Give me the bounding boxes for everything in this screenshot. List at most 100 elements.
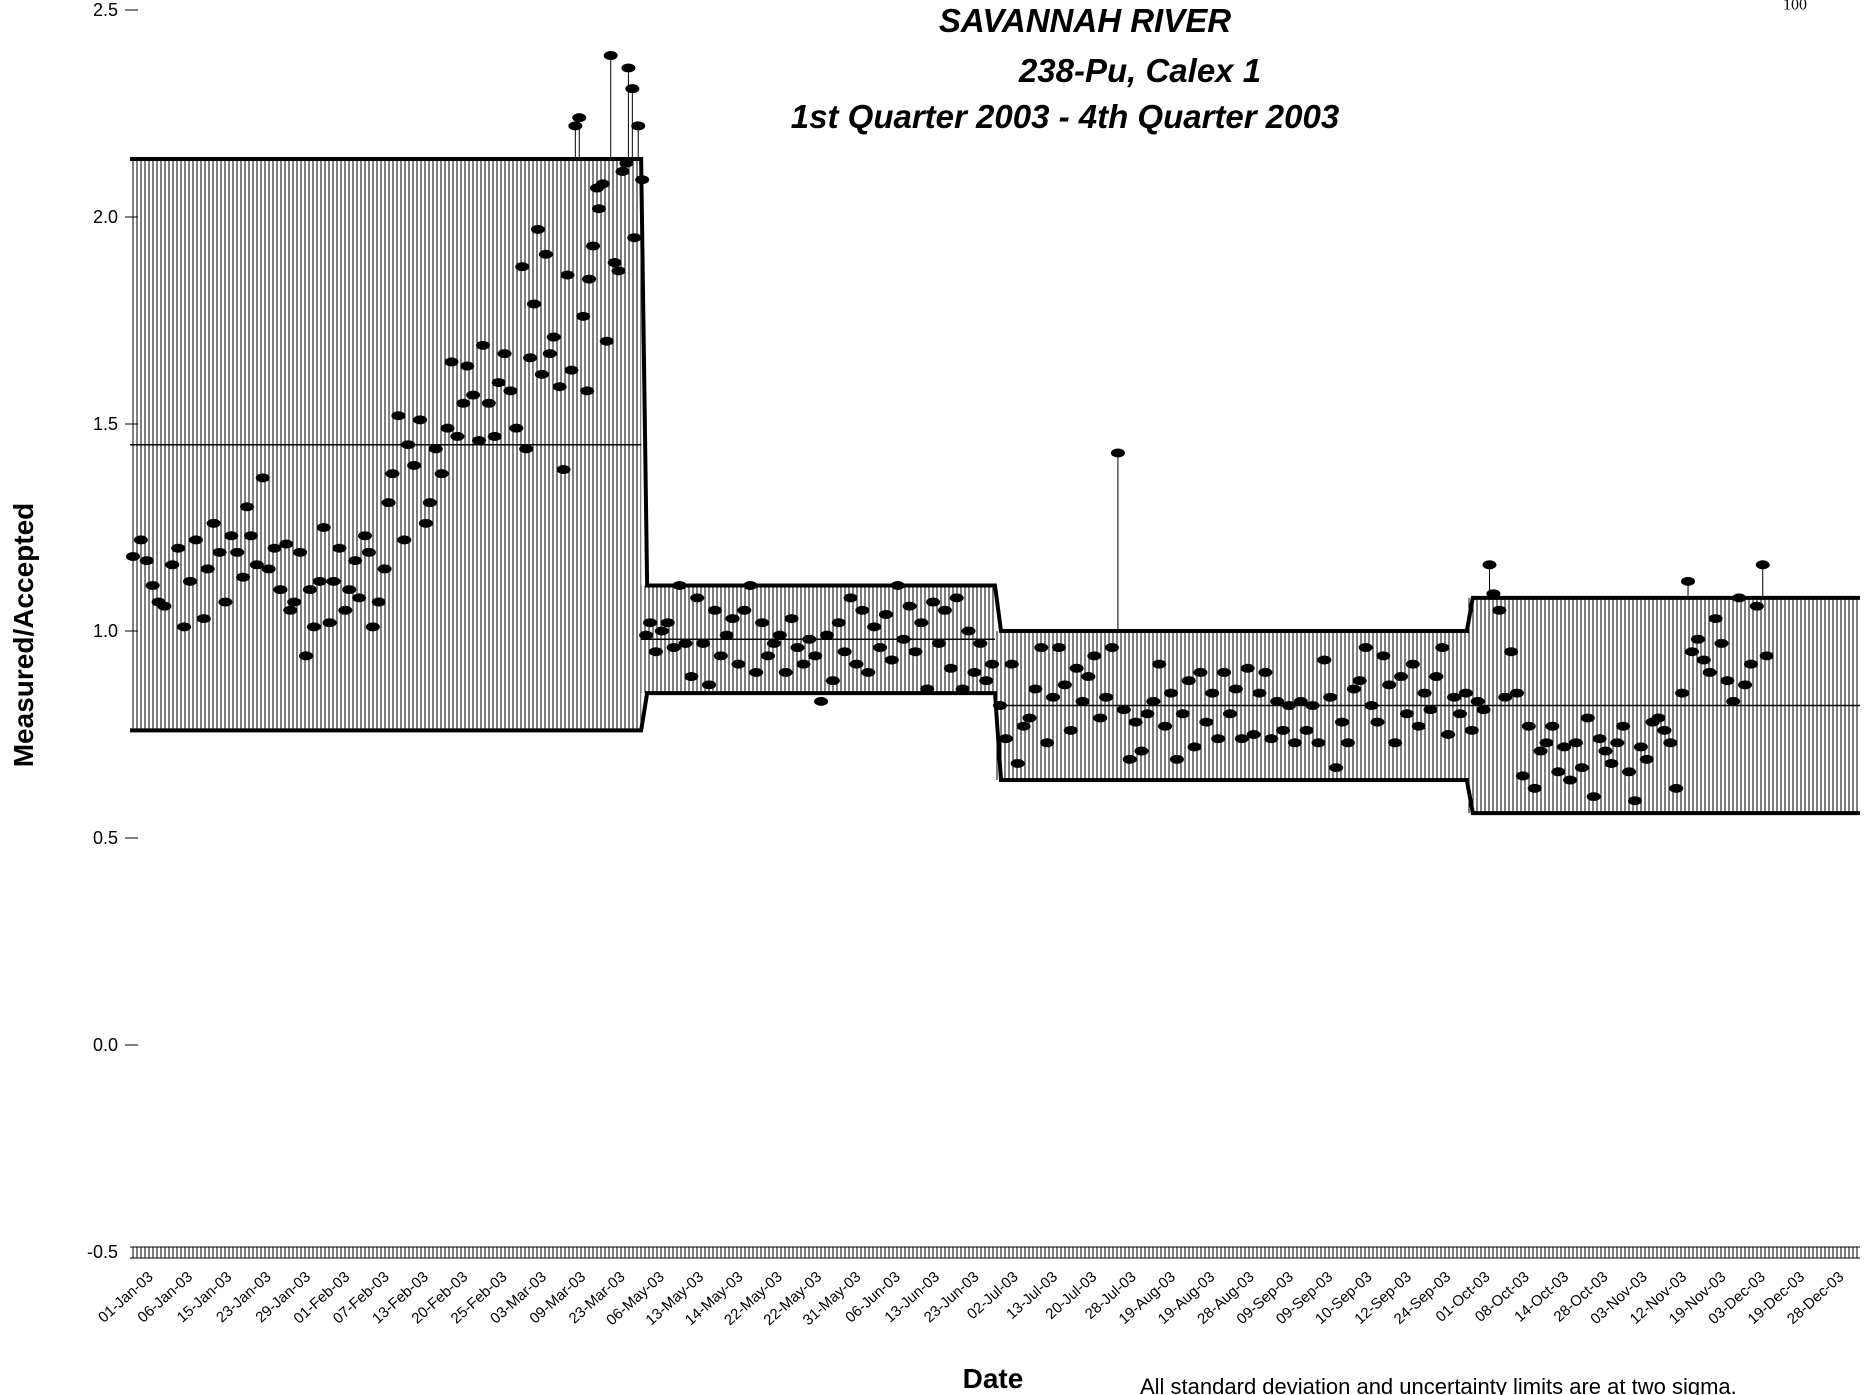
data-point	[743, 580, 758, 590]
data-point	[530, 224, 545, 234]
data-point	[611, 266, 626, 276]
data-point	[1370, 717, 1385, 727]
data-point	[475, 340, 490, 350]
data-point	[509, 423, 524, 433]
data-point	[568, 121, 583, 131]
data-point	[678, 638, 693, 648]
data-point	[1435, 643, 1450, 653]
data-point	[1128, 717, 1143, 727]
data-point	[361, 547, 376, 557]
data-point	[884, 655, 899, 665]
data-point	[1146, 696, 1161, 706]
data-point	[1075, 696, 1090, 706]
data-point	[843, 593, 858, 603]
data-point	[1299, 725, 1314, 735]
data-point	[1252, 688, 1267, 698]
data-point	[825, 676, 840, 686]
data-point	[538, 249, 553, 259]
data-point	[890, 580, 905, 590]
data-point	[908, 647, 923, 657]
data-point	[1557, 742, 1572, 752]
data-point	[200, 564, 215, 574]
data-point	[1755, 560, 1770, 570]
data-point	[1305, 701, 1320, 711]
data-point	[1199, 717, 1214, 727]
data-point	[607, 258, 622, 268]
data-point	[1738, 680, 1753, 690]
data-point	[985, 659, 1000, 669]
data-point	[867, 622, 882, 632]
data-point	[1663, 738, 1678, 748]
data-point	[126, 551, 140, 561]
data-point	[979, 676, 994, 686]
limit-bands	[130, 157, 1860, 816]
data-point	[1028, 684, 1043, 694]
data-point	[206, 518, 221, 528]
data-point	[1270, 696, 1285, 706]
data-point	[576, 311, 591, 321]
data-point	[1087, 651, 1102, 661]
data-point	[302, 585, 317, 595]
data-point	[1057, 680, 1072, 690]
data-point	[666, 643, 681, 653]
data-point	[1639, 754, 1654, 764]
x-axis-line	[130, 1246, 1860, 1259]
data-point	[1175, 709, 1190, 719]
data-point	[534, 369, 549, 379]
data-point	[1604, 758, 1619, 768]
data-point	[713, 651, 728, 661]
data-point	[955, 684, 970, 694]
data-point	[582, 274, 597, 284]
data-point	[401, 440, 416, 450]
data-point	[326, 576, 341, 586]
data-point	[1633, 742, 1648, 752]
data-point	[1690, 634, 1705, 644]
data-point	[861, 667, 876, 677]
data-point	[1069, 663, 1084, 673]
data-point	[1217, 667, 1232, 677]
data-point	[293, 547, 308, 557]
data-point	[1382, 680, 1397, 690]
data-point	[552, 382, 567, 392]
data-point	[1708, 614, 1723, 624]
data-point	[1759, 651, 1774, 661]
data-point	[183, 576, 198, 586]
data-point	[342, 585, 357, 595]
data-point	[1486, 589, 1501, 599]
data-point	[332, 543, 347, 553]
data-point	[766, 638, 781, 648]
data-point	[1164, 688, 1178, 698]
data-point	[316, 523, 331, 532]
data-point	[973, 638, 988, 648]
data-point	[1346, 684, 1361, 694]
data-point	[855, 605, 870, 615]
data-point	[737, 605, 752, 615]
data-point	[377, 564, 392, 574]
data-point	[837, 647, 852, 657]
data-point	[1105, 643, 1120, 653]
data-point	[1551, 767, 1566, 777]
data-point	[1046, 692, 1061, 702]
x-axis-hatch-band	[130, 1247, 1860, 1258]
data-point	[802, 634, 817, 644]
data-point	[1240, 663, 1255, 673]
data-point	[961, 626, 976, 636]
data-point	[731, 659, 746, 669]
data-point	[1228, 684, 1243, 694]
data-point	[690, 593, 705, 603]
data-point	[519, 444, 534, 454]
data-point	[603, 51, 618, 61]
data-point	[1205, 688, 1220, 698]
data-point	[1533, 746, 1548, 756]
data-point	[873, 643, 888, 653]
data-point	[527, 299, 542, 309]
upper-limit-line	[130, 157, 1860, 633]
data-point	[639, 630, 654, 640]
data-point	[1258, 667, 1273, 677]
data-point	[755, 618, 770, 628]
x-axis-tick-labels: 01-Jan-0306-Jan-0315-Jan-0323-Jan-0329-J…	[95, 1268, 1847, 1329]
data-point	[1684, 647, 1699, 657]
data-point	[1743, 659, 1758, 669]
data-point	[1211, 734, 1226, 744]
data-point	[595, 179, 610, 189]
